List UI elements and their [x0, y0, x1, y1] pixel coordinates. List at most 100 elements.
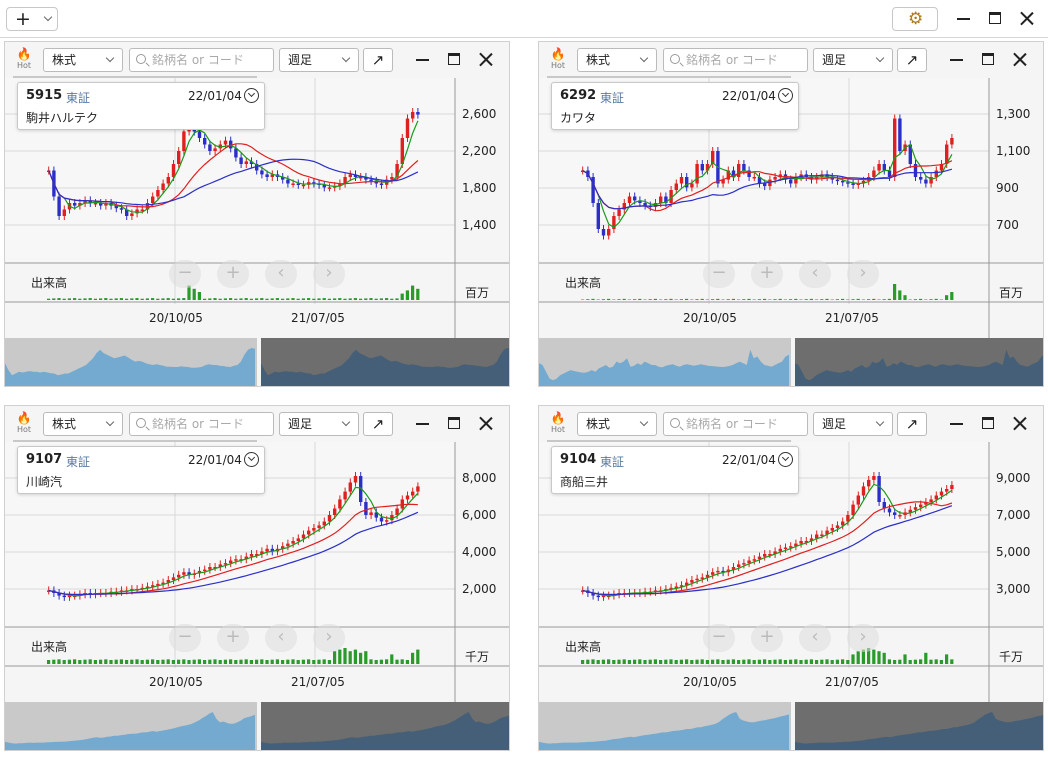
volume-bar — [135, 659, 139, 664]
type-select[interactable]: 株式 — [577, 412, 657, 436]
search-input[interactable] — [152, 52, 270, 68]
window-minimize-button[interactable] — [952, 8, 974, 30]
search-input[interactable] — [686, 52, 804, 68]
add-panel-button[interactable]: + — [6, 7, 58, 31]
scroll-left-button[interactable]: ‹ — [799, 624, 831, 652]
volume-bar — [742, 299, 746, 300]
chevron-circle-icon[interactable] — [778, 452, 793, 467]
volume-bar — [669, 659, 673, 664]
overview-navigator[interactable] — [5, 338, 510, 387]
candle-body — [312, 528, 316, 531]
candle-body — [757, 177, 762, 184]
period-select[interactable]: 週足 — [279, 48, 359, 72]
scroll-right-button[interactable]: › — [847, 260, 879, 288]
volume-bar — [721, 660, 725, 664]
volume-bar — [255, 298, 259, 300]
panel-maximize-button[interactable] — [977, 49, 999, 71]
hot-label: Hot — [16, 425, 32, 434]
hot-button[interactable]: 🔥 Hot — [13, 47, 35, 75]
search-box[interactable] — [663, 48, 808, 72]
overview-area-right — [795, 712, 1043, 750]
panel-maximize-button[interactable] — [443, 49, 465, 71]
scroll-left-button[interactable]: ‹ — [799, 260, 831, 288]
volume-bar — [617, 659, 621, 664]
volume-bar — [187, 660, 191, 664]
volume-bar — [867, 648, 871, 664]
scroll-right-button[interactable]: › — [313, 260, 345, 288]
volume-bar — [903, 295, 907, 300]
volume-bar — [192, 288, 196, 300]
hot-button[interactable]: 🔥 Hot — [547, 411, 569, 439]
type-select[interactable]: 株式 — [43, 48, 123, 72]
volume-bar — [945, 654, 949, 664]
type-select[interactable]: 株式 — [43, 412, 123, 436]
overview-navigator[interactable] — [539, 338, 1044, 387]
volume-bar — [104, 659, 108, 664]
window-maximize-button[interactable] — [984, 8, 1006, 30]
volume-bar — [752, 660, 756, 664]
volume-bar — [73, 298, 77, 300]
volume-bar — [893, 284, 897, 300]
candle-body — [877, 476, 881, 502]
hot-button[interactable]: 🔥 Hot — [13, 411, 35, 439]
candle-body — [856, 495, 860, 505]
volume-bar — [591, 298, 595, 300]
search-box[interactable] — [129, 412, 274, 436]
volume-bar — [882, 299, 886, 300]
scroll-left-button[interactable]: ‹ — [265, 624, 297, 652]
zoom-in-button[interactable]: + — [217, 260, 249, 288]
zoom-out-button[interactable]: − — [703, 624, 735, 652]
panel-maximize-button[interactable] — [977, 413, 999, 435]
chevron-circle-icon[interactable] — [244, 88, 259, 103]
panel-maximize-button[interactable] — [443, 413, 465, 435]
search-box[interactable] — [663, 412, 808, 436]
open-external-button[interactable]: ↗ — [897, 48, 927, 72]
hot-button[interactable]: 🔥 Hot — [547, 47, 569, 75]
period-select[interactable]: 週足 — [813, 412, 893, 436]
chevron-circle-icon[interactable] — [778, 88, 793, 103]
candle-body — [327, 187, 332, 189]
zoom-out-button[interactable]: − — [169, 624, 201, 652]
scroll-left-button[interactable]: ‹ — [265, 260, 297, 288]
zoom-in-button[interactable]: + — [751, 624, 783, 652]
open-external-button[interactable]: ↗ — [363, 48, 393, 72]
candle-body — [846, 515, 850, 522]
volume-bar — [913, 299, 917, 300]
volume-bar — [130, 659, 134, 664]
scroll-right-button[interactable]: › — [313, 624, 345, 652]
search-input[interactable] — [152, 416, 270, 432]
overview-navigator[interactable] — [539, 702, 1044, 751]
volume-bar — [773, 299, 777, 300]
open-external-button[interactable]: ↗ — [363, 412, 393, 436]
search-box[interactable] — [129, 48, 274, 72]
panel-minimize-button[interactable] — [411, 49, 433, 71]
panel-minimize-button[interactable] — [945, 49, 967, 71]
zoom-out-button[interactable]: − — [703, 260, 735, 288]
zoom-in-button[interactable]: + — [751, 260, 783, 288]
volume-bar — [333, 298, 337, 300]
candle-body — [338, 183, 342, 187]
volume-bar — [950, 292, 954, 300]
candle-body — [369, 512, 373, 515]
settings-button[interactable]: ⚙ — [892, 7, 938, 31]
volume-bar — [343, 648, 347, 664]
candle-body — [695, 164, 699, 184]
volume-bar — [151, 659, 155, 664]
volume-bar — [223, 659, 227, 664]
scroll-right-button[interactable]: › — [847, 624, 879, 652]
volume-bar — [67, 659, 71, 664]
period-select[interactable]: 週足 — [813, 48, 893, 72]
period-select[interactable]: 週足 — [279, 412, 359, 436]
zoom-out-button[interactable]: − — [169, 260, 201, 288]
window-close-button[interactable] — [1016, 8, 1038, 30]
search-input[interactable] — [686, 416, 804, 432]
overview-navigator[interactable] — [5, 702, 510, 751]
chevron-circle-icon[interactable] — [244, 452, 259, 467]
panel-minimize-button[interactable] — [945, 413, 967, 435]
panel-toolbar: 🔥 Hot 株式 週足 ↗ — [5, 406, 509, 443]
volume-bar — [711, 659, 715, 664]
type-select[interactable]: 株式 — [577, 48, 657, 72]
panel-minimize-button[interactable] — [411, 413, 433, 435]
open-external-button[interactable]: ↗ — [897, 412, 927, 436]
zoom-in-button[interactable]: + — [217, 624, 249, 652]
